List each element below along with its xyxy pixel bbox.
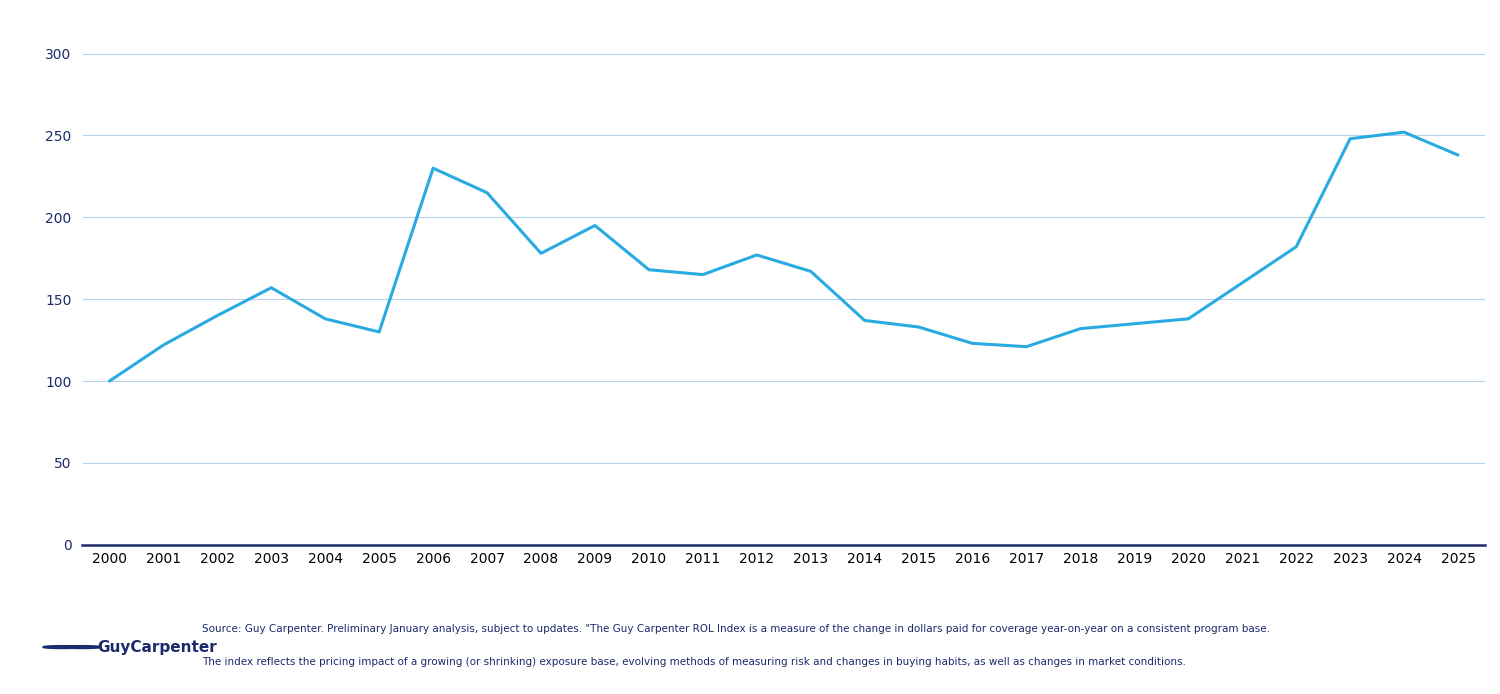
Text: Source: Guy Carpenter. Preliminary January analysis, subject to updates. "The Gu: Source: Guy Carpenter. Preliminary Janua…: [202, 624, 1270, 634]
Text: The index reflects the pricing impact of a growing (or shrinking) exposure base,: The index reflects the pricing impact of…: [202, 657, 1186, 668]
Text: GuyCarpenter: GuyCarpenter: [98, 640, 218, 654]
Text: The Guy Carpenter US Property Catastrophe Rate on Line Index decreased by an est: The Guy Carpenter US Property Catastroph…: [16, 564, 1484, 584]
